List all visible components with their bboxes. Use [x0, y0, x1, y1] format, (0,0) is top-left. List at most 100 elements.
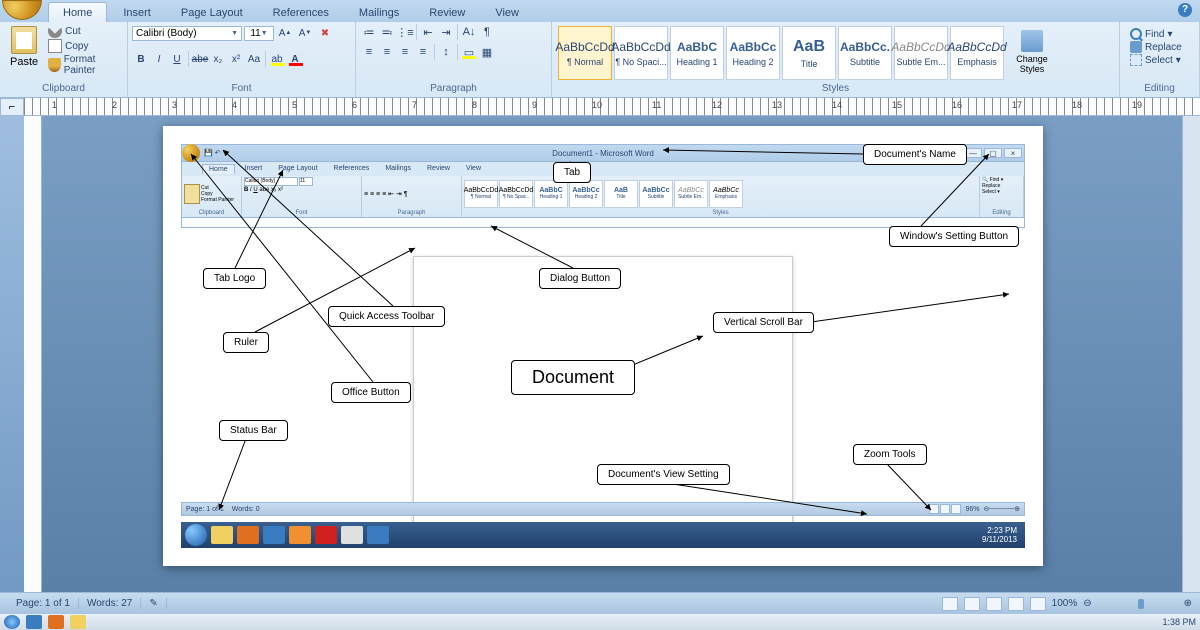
shading-button[interactable]: ▭	[460, 44, 478, 60]
bold-button[interactable]: B	[132, 50, 150, 68]
word-count[interactable]: Words: 27	[79, 598, 141, 609]
style-normal[interactable]: AaBbCcDd¶ Normal	[558, 26, 612, 80]
proofing-icon[interactable]: ✎	[141, 598, 166, 609]
tab-mailings[interactable]: Mailings	[345, 3, 413, 22]
inner-status-bar: Page: 1 of 1 Words: 0 96% ⊖─────⊕	[181, 502, 1025, 516]
zoom-in-button[interactable]: ⊕	[1184, 598, 1192, 609]
page-indicator[interactable]: Page: 1 of 1	[8, 598, 79, 609]
select-button[interactable]: Select ▾	[1130, 54, 1189, 66]
callout-document: Document	[511, 360, 635, 395]
taskbar-app-icon[interactable]	[70, 615, 86, 629]
cut-button[interactable]: Cut	[48, 24, 123, 38]
view-web-layout-button[interactable]	[986, 597, 1002, 611]
status-bar: Page: 1 of 1 Words: 27 ✎ 100% ⊖ ⊕	[0, 592, 1200, 614]
vertical-scrollbar[interactable]	[1182, 116, 1200, 592]
view-draft-button[interactable]	[1030, 597, 1046, 611]
paste-button[interactable]: Paste	[4, 24, 44, 70]
zoom-label[interactable]: 100%	[1052, 598, 1078, 609]
tab-review[interactable]: Review	[415, 3, 479, 22]
font-family-combo[interactable]: Calibri (Body)▼	[132, 26, 242, 41]
show-marks-button[interactable]: ¶	[478, 24, 496, 40]
style-heading-2[interactable]: AaBbCcHeading 2	[726, 26, 780, 80]
numbering-button[interactable]: ≕	[378, 24, 396, 40]
borders-button[interactable]: ▦	[478, 44, 496, 60]
subscript-button[interactable]: x₂	[209, 50, 227, 68]
inner-taskbar-icon	[263, 526, 285, 544]
format-painter-button[interactable]: Format Painter	[48, 54, 123, 76]
view-full-screen-button[interactable]	[964, 597, 980, 611]
taskbar-app-icon[interactable]	[26, 615, 42, 629]
outer-taskbar: 1:38 PM	[0, 614, 1200, 630]
callout-window-setting: Window's Setting Button	[889, 226, 1019, 247]
taskbar-app-icon[interactable]	[48, 615, 64, 629]
style-emphasis[interactable]: AaBbCcDdEmphasis	[950, 26, 1004, 80]
inner-taskbar: 2:23 PM9/11/2013	[181, 522, 1025, 548]
vertical-ruler	[24, 116, 42, 592]
ruler-corner[interactable]: ⌐	[0, 98, 24, 116]
tab-insert[interactable]: Insert	[109, 3, 165, 22]
align-right-button[interactable]: ≡	[396, 44, 414, 60]
superscript-button[interactable]: x²	[227, 50, 245, 68]
font-color-button[interactable]: A	[286, 50, 304, 68]
tab-home[interactable]: Home	[48, 2, 107, 22]
callout-doc-name: Document's Name	[863, 144, 967, 165]
zoom-slider[interactable]	[1098, 602, 1178, 606]
callout-status-bar: Status Bar	[219, 420, 288, 441]
help-icon[interactable]: ?	[1178, 3, 1192, 17]
inner-taskbar-icon	[341, 526, 363, 544]
align-center-button[interactable]: ≡	[378, 44, 396, 60]
style-title[interactable]: AaBTitle	[782, 26, 836, 80]
shrink-font-button[interactable]: A▼	[296, 24, 314, 42]
clipboard-group-label: Clipboard	[4, 82, 123, 95]
multilevel-button[interactable]: ⋮≡	[396, 24, 414, 40]
sort-button[interactable]: A↓	[460, 24, 478, 40]
view-outline-button[interactable]	[1008, 597, 1024, 611]
copy-icon	[48, 39, 62, 53]
tab-page-layout[interactable]: Page Layout	[167, 3, 257, 22]
editing-group-label: Editing	[1124, 82, 1195, 95]
italic-button[interactable]: I	[150, 50, 168, 68]
inner-doc-title: Document1 - Microsoft Word	[552, 149, 654, 158]
start-orb-icon[interactable]	[4, 615, 20, 629]
style-no-spacing[interactable]: AaBbCcDd¶ No Spaci...	[614, 26, 668, 80]
justify-button[interactable]: ≡	[414, 44, 432, 60]
inner-tab-review: Review	[421, 164, 456, 174]
align-left-button[interactable]: ≡	[360, 44, 378, 60]
style-heading-1[interactable]: AaBbCHeading 1	[670, 26, 724, 80]
callout-vertical-scroll: Vertical Scroll Bar	[713, 312, 814, 333]
replace-button[interactable]: Replace	[1130, 41, 1189, 53]
font-size-combo[interactable]: 11▼	[244, 26, 274, 41]
line-spacing-button[interactable]: ↕	[437, 44, 455, 60]
callout-tab: Tab	[553, 162, 591, 183]
page: 💾 ↶ ↷ Document1 - Microsoft Word — ▢ × H…	[163, 126, 1043, 566]
grow-font-button[interactable]: A▲	[276, 24, 294, 42]
inner-tab-insert: Insert	[239, 164, 269, 174]
zoom-out-button[interactable]: ⊖	[1083, 598, 1091, 609]
tab-references[interactable]: References	[259, 3, 343, 22]
inner-zoom-label: 96%	[965, 506, 979, 513]
style-subtle-emphasis[interactable]: AaBbCcDdSubtle Em...	[894, 26, 948, 80]
replace-icon	[1130, 41, 1142, 53]
style-subtitle[interactable]: AaBbCc.Subtitle	[838, 26, 892, 80]
clear-format-button[interactable]: ✖	[316, 24, 334, 42]
styles-group-label: Styles	[556, 82, 1115, 95]
inner-start-orb	[185, 524, 207, 546]
outdent-button[interactable]: ⇤	[419, 24, 437, 40]
styles-gallery[interactable]: AaBbCcDd¶ Normal AaBbCcDd¶ No Spaci... A…	[556, 24, 1006, 82]
callout-quick-access: Quick Access Toolbar	[328, 306, 445, 327]
tab-view[interactable]: View	[481, 3, 533, 22]
indent-button[interactable]: ⇥	[437, 24, 455, 40]
inner-document-page	[413, 256, 793, 536]
inner-tab-view: View	[460, 164, 487, 174]
copy-button[interactable]: Copy	[48, 39, 123, 53]
underline-button[interactable]: U	[168, 50, 186, 68]
inner-office-button	[182, 144, 200, 162]
highlight-button[interactable]: ab	[268, 50, 286, 68]
view-print-layout-button[interactable]	[942, 597, 958, 611]
change-styles-button[interactable]: Change Styles	[1010, 24, 1054, 74]
strike-button[interactable]: abe	[191, 50, 209, 68]
change-case-button[interactable]: Aa	[245, 50, 263, 68]
callout-office-button: Office Button	[331, 382, 411, 403]
bullets-button[interactable]: ≔	[360, 24, 378, 40]
find-button[interactable]: Find ▾	[1130, 28, 1189, 40]
